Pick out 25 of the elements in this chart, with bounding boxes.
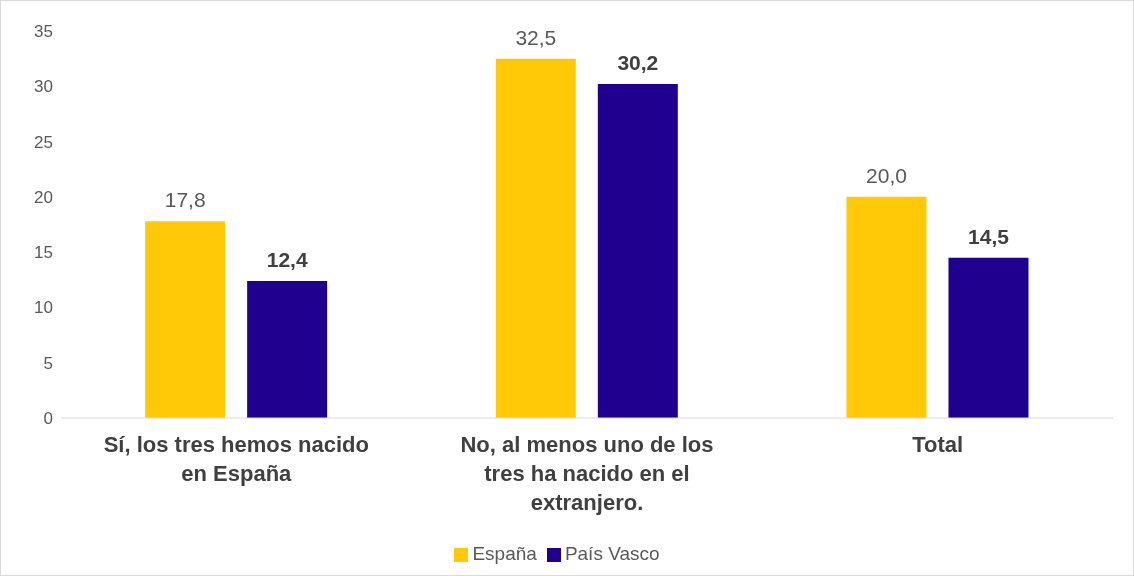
y-tick-label: 35 — [34, 22, 53, 42]
y-tick-label: 30 — [34, 77, 53, 97]
y-tick-label: 25 — [34, 132, 53, 152]
data-label: 20,0 — [866, 163, 907, 187]
x-tick-label: Total — [912, 432, 964, 457]
bar — [145, 221, 226, 418]
data-label: 32,5 — [515, 25, 557, 49]
y-tick-label: 0 — [43, 409, 53, 429]
legend-label: España — [472, 543, 537, 564]
y-tick-label: 10 — [34, 298, 53, 318]
y-tick-label: 5 — [43, 353, 53, 373]
y-tick-label: 15 — [34, 243, 53, 263]
bar — [495, 58, 576, 418]
bar — [846, 196, 927, 418]
bar — [948, 257, 1029, 418]
data-label: 14,5 — [968, 224, 1010, 248]
bar — [247, 280, 328, 418]
legend-label: País Vasco — [564, 543, 660, 564]
data-label: 30,2 — [617, 51, 659, 75]
y-tick-label: 20 — [34, 187, 53, 207]
bar — [597, 84, 678, 418]
data-label: 12,4 — [266, 247, 308, 271]
data-label: 17,8 — [164, 188, 206, 212]
x-tick-label: Sí, los tres hemos nacido en España — [103, 432, 369, 486]
x-tick-label: No, al menos uno de los tres ha nacido en el extranjero. — [460, 432, 714, 515]
